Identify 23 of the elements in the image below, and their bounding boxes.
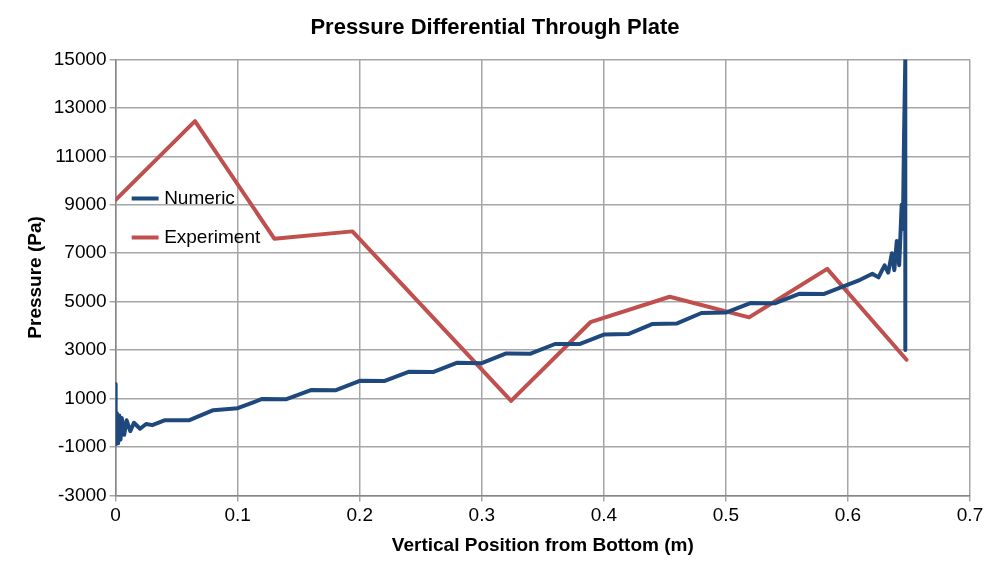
y-tick-label: 7000 bbox=[64, 241, 107, 263]
y-tick-label: -3000 bbox=[58, 483, 107, 505]
y-tick-label: 13000 bbox=[53, 96, 107, 118]
y-tick-label: 1000 bbox=[64, 386, 107, 408]
y-tick-label: 5000 bbox=[64, 289, 107, 311]
y-tick-label: 9000 bbox=[64, 192, 107, 214]
x-tick-label: 0.6 bbox=[834, 504, 862, 526]
chart-title: Pressure Differential Through Plate bbox=[310, 14, 680, 40]
y-tick-label: 3000 bbox=[64, 338, 107, 360]
x-tick-label: 0.7 bbox=[956, 504, 984, 526]
x-tick-label: 0.5 bbox=[712, 504, 740, 526]
legend-label: Numeric bbox=[164, 186, 235, 208]
x-tick-label: 0.3 bbox=[468, 504, 495, 526]
y-tick-label: 15000 bbox=[53, 47, 107, 69]
y-axis-title: Pressure (Pa) bbox=[23, 216, 45, 339]
x-tick-label: 0.4 bbox=[590, 504, 618, 526]
x-tick-label: 0 bbox=[110, 504, 121, 526]
y-tick-label: -1000 bbox=[58, 435, 107, 457]
x-axis-title: Vertical Position from Bottom (m) bbox=[391, 533, 694, 555]
x-tick-label: 0.1 bbox=[224, 504, 251, 526]
x-tick-label: 0.2 bbox=[346, 504, 373, 526]
y-tick-label: 11000 bbox=[55, 144, 107, 166]
legend-label: Experiment bbox=[164, 225, 261, 247]
